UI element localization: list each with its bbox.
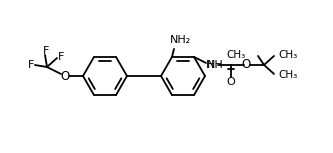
Text: O: O (241, 58, 251, 71)
Text: F: F (43, 46, 49, 56)
Text: NH₂: NH₂ (169, 35, 190, 45)
Text: NH: NH (207, 60, 224, 70)
Text: CH₃: CH₃ (227, 50, 246, 60)
Text: H: H (206, 60, 214, 70)
Text: F: F (28, 60, 34, 70)
Text: O: O (60, 69, 70, 82)
Text: O: O (227, 77, 235, 87)
Text: F: F (58, 52, 64, 62)
Text: CH₃: CH₃ (278, 50, 297, 60)
Text: CH₃: CH₃ (278, 70, 297, 80)
